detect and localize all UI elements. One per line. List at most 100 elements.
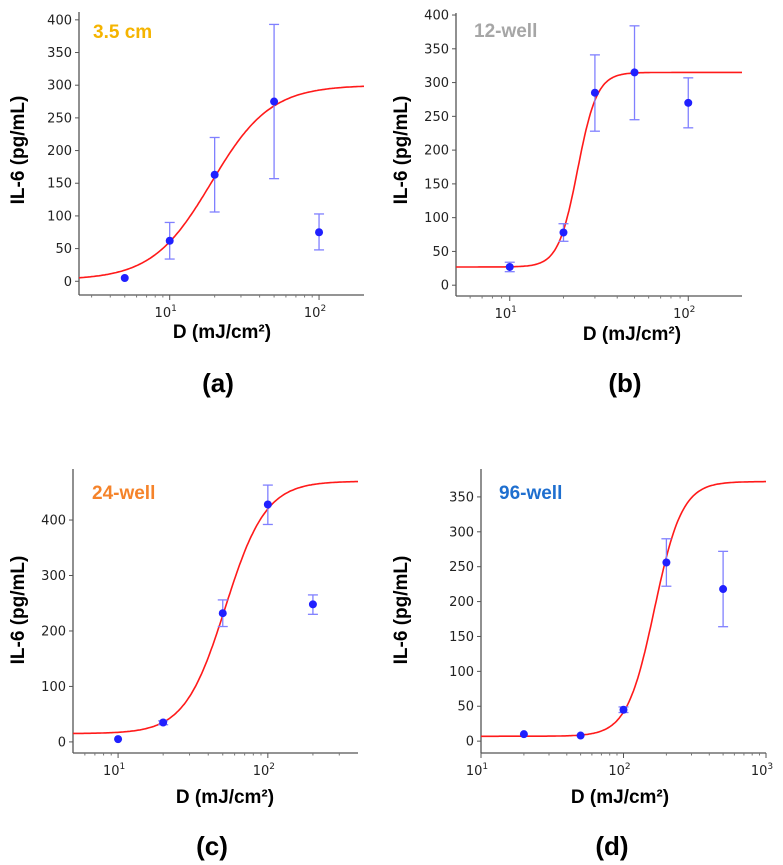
- x-tick-exponent: 2: [320, 304, 326, 314]
- x-tick-base: 10: [103, 764, 120, 779]
- x-tick-exponent: 1: [119, 762, 125, 772]
- inset-label: 24-well: [92, 483, 155, 504]
- data-point: [159, 718, 168, 727]
- data-point: [505, 262, 514, 271]
- y-tick-label: 250: [449, 560, 474, 575]
- data-point: [619, 705, 628, 714]
- y-tick-label: 350: [449, 490, 474, 505]
- y-tick-label: 250: [47, 111, 72, 126]
- x-tick-exponent: 2: [269, 762, 275, 772]
- x-tick-base: 10: [495, 307, 512, 322]
- fit-curve: [456, 71, 742, 268]
- data-point: [559, 228, 568, 237]
- x-axis-label: D (mJ/cm²): [583, 324, 681, 345]
- x-tick-label: 101: [103, 762, 125, 779]
- y-tick-label: 0: [64, 275, 72, 290]
- y-tick-label: 400: [47, 13, 72, 28]
- data-point: [519, 730, 528, 739]
- y-tick-label: 250: [424, 110, 449, 125]
- data-point: [114, 735, 123, 744]
- y-tick-label: 100: [449, 665, 474, 680]
- data-point: [662, 558, 671, 567]
- data-point: [576, 731, 585, 740]
- y-tick-label: 200: [449, 595, 474, 610]
- data-point: [165, 236, 174, 245]
- y-tick-label: 100: [47, 209, 72, 224]
- y-tick-label: 0: [58, 735, 66, 750]
- x-tick-exponent: 3: [767, 762, 773, 772]
- x-tick-label: 102: [253, 762, 275, 779]
- y-tick-label: 300: [41, 569, 66, 584]
- x-tick-base: 10: [751, 764, 768, 779]
- panel-label: (c): [196, 831, 228, 861]
- y-tick-label: 300: [424, 76, 449, 91]
- panel-label: (a): [202, 368, 234, 398]
- x-tick-base: 10: [155, 306, 172, 321]
- x-tick-exponent: 1: [482, 762, 488, 772]
- y-tick-label: 400: [424, 9, 449, 24]
- y-tick-label: 50: [55, 242, 72, 257]
- x-tick-base: 10: [608, 764, 625, 779]
- x-tick-label: 102: [608, 762, 630, 779]
- y-tick-label: 150: [449, 630, 474, 645]
- data-point: [263, 500, 272, 509]
- data-point: [308, 600, 317, 609]
- fit-curve: [73, 480, 358, 735]
- data-point: [270, 97, 279, 106]
- y-tick-label: 200: [424, 144, 449, 159]
- x-tick-label: 102: [304, 304, 326, 321]
- data-point: [590, 88, 599, 97]
- x-tick-base: 10: [253, 764, 270, 779]
- x-tick-label: 103: [751, 762, 773, 779]
- data-point: [120, 274, 129, 283]
- panel-label: (d): [595, 831, 628, 861]
- data-point: [210, 170, 219, 179]
- y-tick-label: 150: [424, 177, 449, 192]
- x-tick-base: 10: [304, 306, 321, 321]
- x-axis-label: D (mJ/cm²): [571, 787, 669, 808]
- y-axis-label: IL-6 (pg/mL): [391, 96, 412, 205]
- x-tick-exponent: 2: [690, 305, 696, 315]
- x-tick-base: 10: [673, 307, 690, 322]
- data-point: [630, 68, 639, 77]
- y-axis-label: IL-6 (pg/mL): [8, 556, 29, 665]
- fit-curve: [78, 85, 364, 279]
- x-tick-base: 10: [466, 764, 483, 779]
- y-tick-label: 200: [47, 144, 72, 159]
- x-tick-label: 101: [466, 762, 488, 779]
- x-tick-label: 101: [155, 304, 177, 321]
- data-point: [684, 98, 693, 107]
- data-point: [218, 609, 227, 618]
- data-point: [719, 585, 728, 594]
- x-tick-label: 102: [673, 305, 695, 322]
- x-tick-exponent: 2: [625, 762, 631, 772]
- y-tick-label: 0: [441, 279, 449, 294]
- y-axis-label: IL-6 (pg/mL): [8, 96, 29, 205]
- x-tick-label: 101: [495, 305, 517, 322]
- y-tick-label: 50: [432, 245, 449, 260]
- y-axis-label: IL-6 (pg/mL): [391, 556, 412, 665]
- x-tick-exponent: 1: [511, 305, 517, 315]
- y-tick-label: 350: [424, 42, 449, 57]
- x-axis-label: D (mJ/cm²): [176, 787, 274, 808]
- y-tick-label: 200: [41, 624, 66, 639]
- y-tick-label: 350: [47, 46, 72, 61]
- inset-label: 12-well: [474, 21, 537, 42]
- data-point: [315, 228, 324, 237]
- y-tick-label: 100: [41, 680, 66, 695]
- inset-label: 96-well: [499, 483, 562, 504]
- y-tick-label: 150: [47, 177, 72, 192]
- panel-label: (b): [608, 368, 641, 398]
- x-tick-exponent: 1: [171, 304, 177, 314]
- inset-label: 3.5 cm: [93, 22, 152, 43]
- y-tick-label: 0: [466, 735, 474, 750]
- y-tick-label: 300: [47, 79, 72, 94]
- y-tick-label: 300: [449, 525, 474, 540]
- y-tick-label: 50: [457, 700, 474, 715]
